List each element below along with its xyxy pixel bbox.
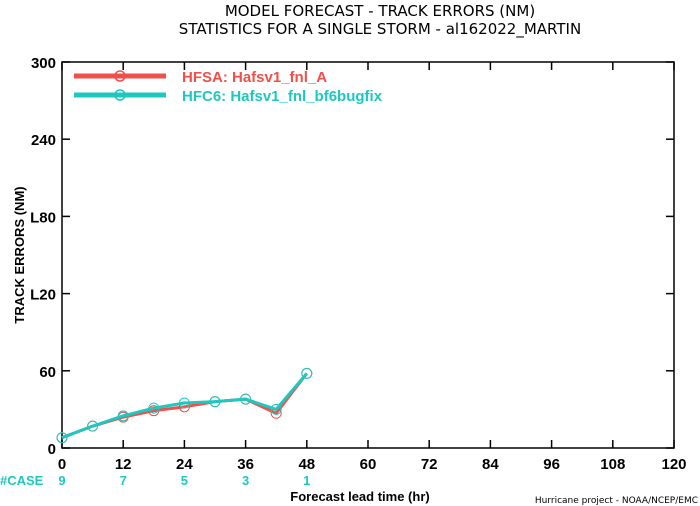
legend-swatch-marker (114, 70, 126, 82)
series-line-2 (61, 372, 308, 440)
y-tick-label: 60 (39, 364, 56, 381)
legend-label: HFC6: Hafsv1_fnl_bf6bugfix (182, 88, 383, 105)
x-tick-label: 108 (600, 456, 625, 473)
y-tick-label: 300 (31, 55, 56, 72)
x-axis-label: Forecast lead time (hr) (290, 489, 429, 504)
x-tick-label: 48 (298, 456, 315, 473)
x-tick-label: 12 (115, 456, 132, 473)
data-point (117, 410, 129, 422)
legend: HFSA: Hafsv1_fnl_A HFC6: Hafsv1_fnl_bf6bu… (74, 69, 383, 105)
series-line-1 (61, 372, 308, 440)
case-count: 5 (181, 473, 188, 488)
chart-subtitle: STATISTICS FOR A SINGLE STORM - al162022… (179, 20, 581, 39)
data-point (178, 397, 190, 409)
y-axis-ticks: 0 60 L20 L80 240 300 (30, 55, 674, 458)
data-point (87, 420, 99, 432)
x-tick-label: 84 (482, 456, 499, 473)
chart-title: MODEL FORECAST - TRACK ERRORS (NM) (225, 2, 535, 20)
case-count: 3 (242, 473, 249, 488)
x-tick-label: 0 (58, 456, 66, 473)
x-tick-label: 72 (421, 456, 438, 473)
case-count: 1 (303, 473, 310, 488)
data-point (209, 396, 221, 408)
case-counts: #CASE 9 7 5 3 1 (0, 473, 310, 488)
data-point (301, 367, 313, 379)
data-point (56, 432, 68, 444)
case-label: #CASE (0, 473, 44, 488)
y-tick-label: L20 (30, 287, 56, 304)
case-count: 7 (120, 473, 127, 488)
legend-label: HFSA: Hafsv1_fnl_A (182, 69, 327, 86)
credit-text: Hurricane project - NOAA/NCEP/EMC (535, 496, 698, 506)
data-point (240, 393, 252, 405)
data-point (148, 402, 160, 414)
plot-frame (61, 61, 675, 449)
x-tick-label: 120 (661, 456, 686, 473)
x-axis-ticks: 0 12 24 36 48 60 72 84 96 108 120 (58, 62, 687, 473)
data-point (270, 403, 282, 415)
series-group (56, 367, 313, 444)
x-tick-label: 96 (543, 456, 560, 473)
case-count: 9 (58, 473, 65, 488)
y-axis-label: TRACK ERRORS (NM) (12, 186, 27, 323)
legend-swatch-marker (114, 89, 126, 101)
y-tick-label: L80 (30, 209, 56, 226)
y-tick-label: 0 (48, 441, 56, 458)
x-tick-label: 60 (360, 456, 377, 473)
x-tick-label: 36 (237, 456, 254, 473)
y-tick-label: 240 (31, 132, 56, 149)
x-tick-label: 24 (176, 456, 193, 473)
